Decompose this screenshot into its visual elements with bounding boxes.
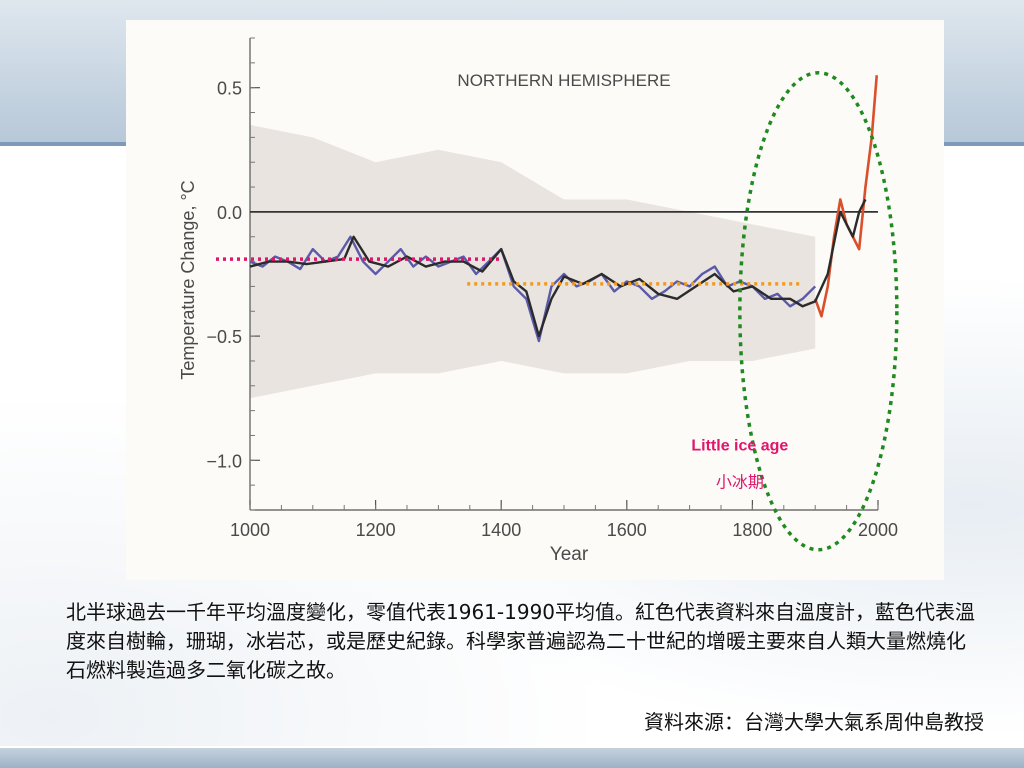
x-tick-label: 2000 [858, 520, 898, 540]
annotation-little-ice-age-zh: 小冰期 [716, 473, 764, 492]
highlight-ellipse [738, 71, 899, 552]
y-tick-label: −0.5 [206, 327, 242, 347]
x-tick-label: 1000 [230, 520, 270, 540]
annotation-little-ice-age: Little ice age [691, 437, 788, 454]
y-tick-label: −1.0 [206, 451, 242, 471]
temperature-chart: 0.5 0.0 −0.5 −1.0 1000 1200 1400 1600 1800 2000 L… [178, 37, 899, 565]
proxy-reconstruction-series [249, 235, 817, 343]
chart-title: NORTHERN HEMISPHERE [457, 71, 670, 90]
x-tick-label: 1400 [481, 520, 521, 540]
x-tick-label: 1600 [607, 520, 647, 540]
uncertainty-band [250, 124, 816, 399]
y-tick-label: 0.0 [217, 203, 242, 223]
x-axis-label: Year [550, 544, 589, 565]
smoothed-series [249, 198, 867, 338]
x-tick-label: 1200 [356, 520, 396, 540]
slide-caption: 北半球過去一千年平均溫度變化，零值代表1961-1990平均值。紅色代表資料來自… [66, 600, 976, 682]
x-tick-label: 1800 [732, 520, 772, 540]
y-tick-label: 0.5 [217, 79, 242, 99]
y-axis-label: Temperature Change, °C [178, 180, 198, 379]
footer-band [0, 748, 1024, 768]
source-credit: 資料來源：台灣大學大氣系周仲島教授 [644, 710, 984, 734]
